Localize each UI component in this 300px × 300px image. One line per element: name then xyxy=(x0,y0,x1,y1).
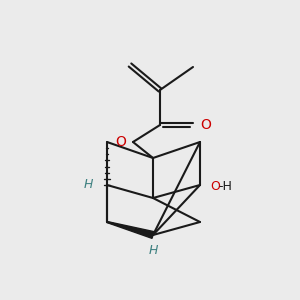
Polygon shape xyxy=(107,221,154,239)
Text: H: H xyxy=(148,244,158,256)
Text: -H: -H xyxy=(218,181,232,194)
Text: H: H xyxy=(83,178,93,190)
Text: O: O xyxy=(200,118,211,132)
Text: O: O xyxy=(210,181,220,194)
Text: O: O xyxy=(115,135,126,149)
